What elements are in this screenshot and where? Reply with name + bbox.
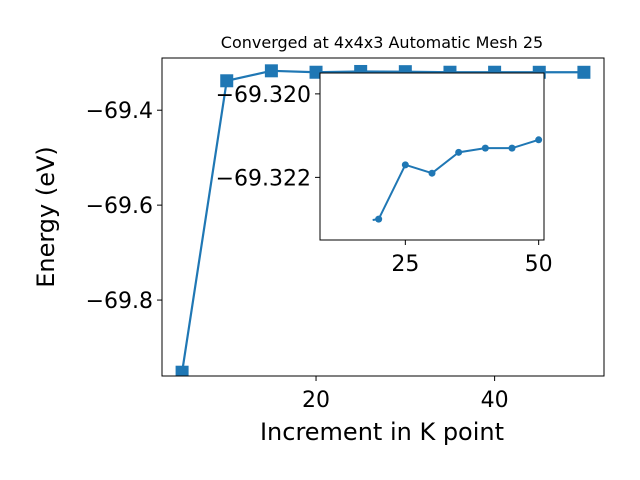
inset-x-tick-label: 25 [391,252,419,277]
main-y-tick-label: −69.8 [86,289,153,314]
main-point-marker [264,64,278,78]
inset-point-marker [401,161,409,169]
y-axis-label: Energy (eV) [32,146,60,288]
inset-point-marker [455,148,463,156]
inset-data [372,136,543,223]
main-point-marker [309,65,323,79]
inset-series-line [372,138,539,221]
main-point-marker [175,365,189,376]
chart-title: Converged at 4x4x3 Automatic Mesh 25 [221,33,543,52]
x-axis-label: Increment in K point [260,418,504,446]
main-x-tick-label: 40 [481,388,509,413]
inset-point-marker [508,144,516,152]
inset-background [320,73,544,240]
main-frame [161,57,605,377]
main-point-marker [577,65,591,79]
main-y-tick-label: −69.6 [86,194,153,219]
inset-plot: 25 50 −69.322 −69.320 [216,72,553,277]
main-series-line [181,69,584,373]
inset-point-marker [481,144,489,152]
inset-point-marker [428,169,436,177]
inset-point-marker [375,215,383,223]
inset-y-tick-label: −69.320 [216,83,311,108]
main-point-marker [220,74,234,88]
inset-point-marker [535,136,543,144]
main-x-tick-label: 20 [302,388,330,413]
inset-y-tick-label: −69.322 [216,166,311,191]
inset-frame [319,72,545,241]
inset-x-tick-label: 50 [525,252,553,277]
main-y-tick-label: −69.4 [86,99,153,124]
